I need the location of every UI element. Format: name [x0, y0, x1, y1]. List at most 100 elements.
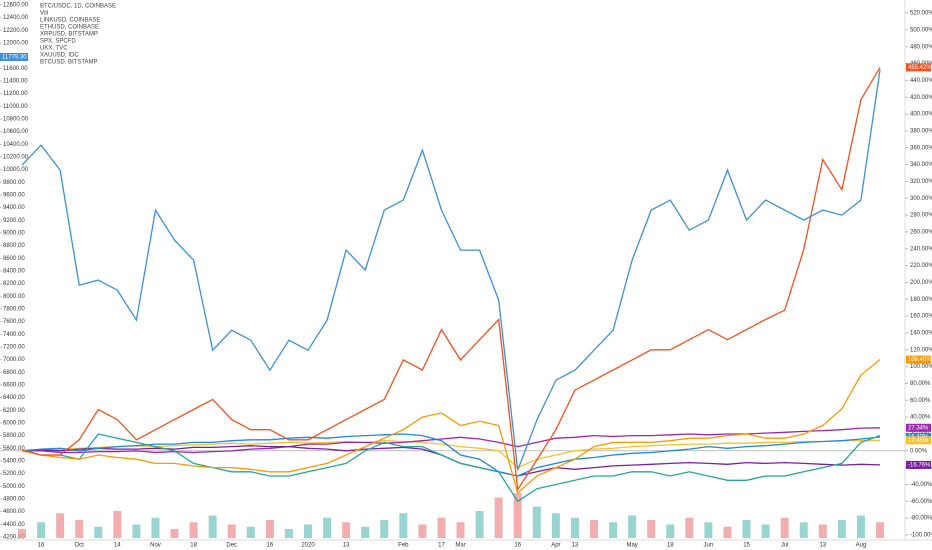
- volume-bar: [761, 524, 770, 538]
- y2-tick-label: 80.00%: [910, 381, 931, 387]
- y2-tick-label: 380.00%: [910, 128, 932, 134]
- y-tick-label: 5400.00: [3, 459, 25, 465]
- legend-entry: XRPUSD, BITSTAMP: [40, 32, 98, 38]
- x-tick-label: Jun: [704, 543, 714, 549]
- y2-tick-label: 40.00%: [910, 415, 931, 421]
- legend-entry: XAUUSD, IDC: [40, 53, 79, 59]
- price-tag: [906, 423, 931, 432]
- last-price-label: 11779.30: [2, 55, 27, 61]
- y-tick-label: 6400.00: [3, 395, 25, 401]
- y-tick-label: 4600.00: [3, 509, 25, 515]
- volume-bar: [723, 526, 732, 538]
- y-tick-label: 12600.00: [3, 3, 29, 9]
- x-tick-label: 2020: [301, 543, 315, 549]
- volume-bar: [342, 522, 351, 538]
- series-line: [22, 427, 881, 454]
- x-tick-label: Feb: [398, 543, 409, 549]
- y2-tick-label: 180.00%: [910, 297, 932, 303]
- volume-bar: [132, 524, 141, 538]
- x-tick-label: 13: [572, 543, 579, 549]
- y2-tick-label: -60.00%: [910, 499, 932, 505]
- volume-bar: [75, 520, 84, 538]
- series-line: [21, 439, 881, 469]
- y-tick-label: 8200.00: [3, 281, 25, 287]
- volume-bar: [18, 529, 26, 538]
- x-tick-label: Apr: [551, 543, 560, 549]
- y2-tick-label: 280.00%: [910, 213, 932, 219]
- y-tick-label: 5000.00: [3, 484, 25, 490]
- price-tag: [906, 355, 931, 364]
- volume-bar: [208, 515, 217, 538]
- y-tick-label: 10600.00: [3, 129, 29, 135]
- y-tick-label: 10000.00: [3, 167, 29, 173]
- volume-bar: [170, 529, 179, 538]
- y-tick-label: 4200.00: [3, 535, 25, 541]
- volume-bar: [513, 493, 522, 538]
- y-tick-label: 11200.00: [3, 91, 28, 97]
- volume-bar: [418, 524, 427, 538]
- volume-bar: [532, 506, 541, 538]
- y2-tick-label: -40.00%: [910, 482, 932, 488]
- series-line: [21, 67, 881, 492]
- last-price-tag: [0, 52, 28, 61]
- y-tick-label: 6200.00: [3, 408, 25, 414]
- y2-tick-label: -80.00%: [910, 516, 932, 522]
- volume-bar: [151, 517, 160, 538]
- volume-bar: [113, 511, 122, 538]
- y-tick-label: 6000.00: [3, 421, 25, 427]
- price-tag-label: 455.42%: [908, 65, 932, 71]
- series-line: [21, 358, 881, 495]
- y-tick-label: 7400.00: [3, 332, 25, 338]
- x-tick-label: Mar: [455, 543, 465, 549]
- y-tick-label: 6600.00: [3, 383, 25, 389]
- volume-bar: [284, 529, 293, 538]
- y2-tick-label: 300.00%: [910, 196, 932, 202]
- volume-bar: [56, 513, 65, 538]
- y2-tick-label: 220.00%: [910, 263, 932, 269]
- y2-tick-label: 0.00%: [910, 448, 928, 454]
- volume-bar: [189, 522, 198, 538]
- y2-tick-label: 260.00%: [910, 229, 932, 235]
- volume-bar: [780, 517, 789, 538]
- x-tick-label: 17: [438, 543, 445, 549]
- y-tick-label: 7000.00: [3, 357, 25, 363]
- y-tick-label: 9600.00: [3, 193, 25, 199]
- y2-tick-label: 420.00%: [910, 95, 932, 101]
- y-tick-label: 11600.00: [3, 66, 28, 72]
- x-tick-label: 16: [267, 543, 274, 549]
- y-tick-label: 4400.00: [3, 522, 25, 528]
- y2-tick-label: 400.00%: [910, 112, 932, 118]
- legend-entry: UKX, TVC: [40, 46, 68, 52]
- y2-tick-label: 320.00%: [910, 179, 932, 185]
- price-tag-label: -16.76%: [908, 462, 931, 468]
- volume-bar: [475, 511, 484, 538]
- legend-entry: SPX, SPCFD: [40, 39, 76, 45]
- y-tick-label: 8400.00: [3, 269, 25, 275]
- price-tag: [906, 460, 931, 469]
- y-tick-label: 7200.00: [3, 345, 25, 351]
- y2-tick-label: 60.00%: [910, 398, 931, 404]
- y2-tick-label: 240.00%: [910, 246, 932, 252]
- series-line: [21, 433, 881, 477]
- volume-bar: [609, 522, 618, 538]
- y-tick-label: 7800.00: [3, 307, 25, 313]
- x-tick-label: Aug: [856, 543, 867, 549]
- y2-tick-label: 100.00%: [910, 364, 932, 370]
- volume-bar: [380, 520, 389, 538]
- x-tick-label: 18: [190, 543, 197, 549]
- x-tick-label: May: [626, 543, 637, 549]
- x-tick-label: 14: [114, 543, 121, 549]
- volume-bar: [323, 517, 332, 538]
- x-tick-label: 13: [343, 543, 350, 549]
- x-tick-label: Oct: [75, 543, 85, 549]
- volume-bar: [685, 517, 694, 538]
- legend-entry: BTCUSD, BITSTAMP: [40, 60, 98, 66]
- volume-bar: [437, 517, 446, 538]
- y-tick-label: 10200.00: [3, 155, 29, 161]
- price-tag: [906, 436, 931, 445]
- y-tick-label: 10400.00: [3, 142, 29, 148]
- series-line: [21, 69, 881, 471]
- y2-tick-label: 200.00%: [910, 280, 932, 286]
